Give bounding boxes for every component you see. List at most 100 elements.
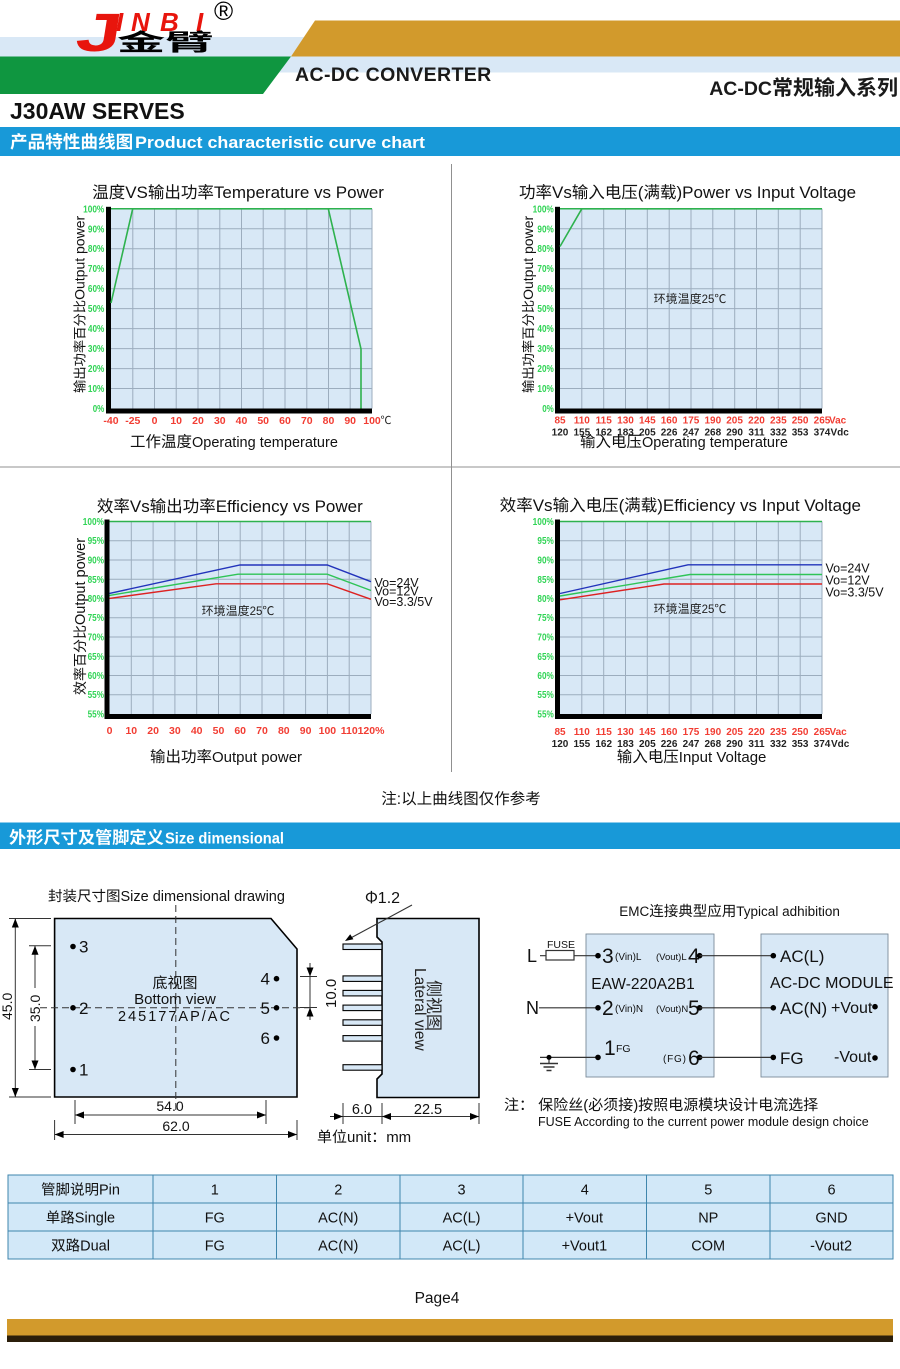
svg-text:EMC: EMC xyxy=(619,904,649,919)
svg-text:247: 247 xyxy=(683,428,700,439)
svg-text:70%: 70% xyxy=(537,264,553,275)
svg-text:130: 130 xyxy=(617,727,634,738)
svg-text:80%: 80% xyxy=(537,594,553,605)
svg-text:Temperature vs Power: Temperature vs Power xyxy=(214,183,384,202)
svg-text:I: I xyxy=(196,7,204,37)
svg-text:353: 353 xyxy=(792,428,809,439)
svg-text:60: 60 xyxy=(234,725,246,737)
svg-text:Single: Single xyxy=(75,1211,115,1227)
svg-text:AC(N): AC(N) xyxy=(780,999,827,1018)
svg-text:353: 353 xyxy=(792,739,809,750)
svg-text:374: 374 xyxy=(814,739,831,750)
svg-text:290: 290 xyxy=(726,428,743,439)
svg-text:Output power: Output power xyxy=(212,749,302,766)
svg-text:311: 311 xyxy=(748,739,765,750)
svg-text:EAW-220A2B1: EAW-220A2B1 xyxy=(591,976,694,993)
svg-text:(Vout)L: (Vout)L xyxy=(656,952,687,963)
svg-text:65%: 65% xyxy=(88,652,104,663)
svg-text:COM: COM xyxy=(691,1239,725,1255)
svg-text:1.2: 1.2 xyxy=(378,890,400,907)
svg-text:220: 220 xyxy=(748,727,765,738)
svg-text:4: 4 xyxy=(261,970,270,989)
svg-text:183: 183 xyxy=(617,428,634,439)
svg-text:+Vout1: +Vout1 xyxy=(562,1239,608,1255)
svg-text:FUSE According to the current: FUSE According to the current power modu… xyxy=(538,1115,869,1129)
svg-text:(Vin)L: (Vin)L xyxy=(615,952,642,963)
svg-text:6: 6 xyxy=(261,1029,270,1048)
svg-text:115: 115 xyxy=(596,727,613,738)
svg-text:mm: mm xyxy=(386,1129,411,1146)
svg-text:90%: 90% xyxy=(88,556,104,567)
svg-text:30: 30 xyxy=(214,415,226,427)
svg-text:(: ( xyxy=(638,183,644,202)
svg-text:205: 205 xyxy=(639,428,656,439)
svg-text:22.5: 22.5 xyxy=(414,1102,442,1118)
svg-text:Vs: Vs xyxy=(552,183,572,202)
svg-text:FG: FG xyxy=(205,1239,225,1255)
svg-text:Vo=3.3/5V: Vo=3.3/5V xyxy=(826,586,885,600)
svg-text:40%: 40% xyxy=(88,324,104,335)
svg-text:80: 80 xyxy=(278,725,290,737)
svg-text:AC(N): AC(N) xyxy=(318,1211,358,1227)
svg-text:30: 30 xyxy=(169,725,181,737)
svg-text:VS: VS xyxy=(125,183,148,202)
svg-text:100: 100 xyxy=(319,725,337,737)
svg-text:10: 10 xyxy=(125,725,137,737)
svg-text:10%: 10% xyxy=(537,384,553,395)
svg-text:AC-DC: AC-DC xyxy=(709,78,772,100)
svg-text:60%: 60% xyxy=(537,284,553,295)
svg-text:100%: 100% xyxy=(83,204,104,215)
svg-text:4: 4 xyxy=(688,945,700,968)
svg-text:FG: FG xyxy=(616,1043,631,1055)
svg-text:J30AW SERVES: J30AW SERVES xyxy=(10,98,185,124)
svg-text:205: 205 xyxy=(726,416,743,427)
svg-text:Size dimensional: Size dimensional xyxy=(165,831,284,848)
svg-text:Typical adhibition: Typical adhibition xyxy=(736,904,840,919)
svg-text:290: 290 xyxy=(726,739,743,750)
svg-text:Vdc: Vdc xyxy=(831,428,850,439)
svg-text:Vo=24V: Vo=24V xyxy=(826,562,871,576)
svg-text:6.0: 6.0 xyxy=(352,1102,372,1118)
svg-text:-40: -40 xyxy=(103,415,118,427)
svg-text:90: 90 xyxy=(344,415,356,427)
svg-text:85%: 85% xyxy=(88,575,104,586)
svg-text:Dual: Dual xyxy=(80,1239,110,1255)
svg-text:332: 332 xyxy=(770,739,787,750)
svg-text:Output power: Output power xyxy=(73,538,89,625)
svg-text:75%: 75% xyxy=(88,613,104,624)
svg-text:110: 110 xyxy=(574,727,591,738)
svg-text:-Vout: -Vout xyxy=(834,1049,872,1066)
svg-text:235: 235 xyxy=(770,416,787,427)
svg-text:205: 205 xyxy=(726,727,743,738)
svg-text:NP: NP xyxy=(698,1211,718,1227)
svg-text:-Vout2: -Vout2 xyxy=(810,1239,852,1255)
svg-text:Pin: Pin xyxy=(99,1183,120,1199)
svg-text:Vdc: Vdc xyxy=(831,739,850,750)
svg-text:Page4: Page4 xyxy=(415,1290,460,1307)
svg-text:50: 50 xyxy=(257,415,269,427)
svg-text:(: ( xyxy=(619,496,625,515)
svg-text:60%: 60% xyxy=(88,671,104,682)
svg-text:70%: 70% xyxy=(88,264,104,275)
svg-text:FG: FG xyxy=(205,1211,225,1227)
svg-text:226: 226 xyxy=(661,739,678,750)
svg-text:190: 190 xyxy=(704,416,721,427)
svg-text:245177AP/AC: 245177AP/AC xyxy=(118,1009,232,1025)
svg-text:40%: 40% xyxy=(537,324,553,335)
svg-text:10%: 10% xyxy=(88,384,104,395)
svg-text:Lateral view: Lateral view xyxy=(411,968,428,1052)
svg-text:120: 120 xyxy=(552,739,569,750)
svg-text:90%: 90% xyxy=(537,224,553,235)
svg-text:70: 70 xyxy=(301,415,313,427)
svg-text:95%: 95% xyxy=(537,536,553,547)
svg-text:(: ( xyxy=(583,1097,588,1114)
svg-text:265: 265 xyxy=(814,727,831,738)
svg-text:Vs: Vs xyxy=(533,496,553,515)
svg-text:20: 20 xyxy=(192,415,204,427)
svg-text:Vo=12V: Vo=12V xyxy=(375,585,420,599)
svg-text:155: 155 xyxy=(573,428,590,439)
svg-text:374: 374 xyxy=(814,428,831,439)
svg-text:250: 250 xyxy=(792,416,809,427)
svg-text:Operating temperature: Operating temperature xyxy=(642,435,788,451)
svg-text:75%: 75% xyxy=(537,613,553,624)
